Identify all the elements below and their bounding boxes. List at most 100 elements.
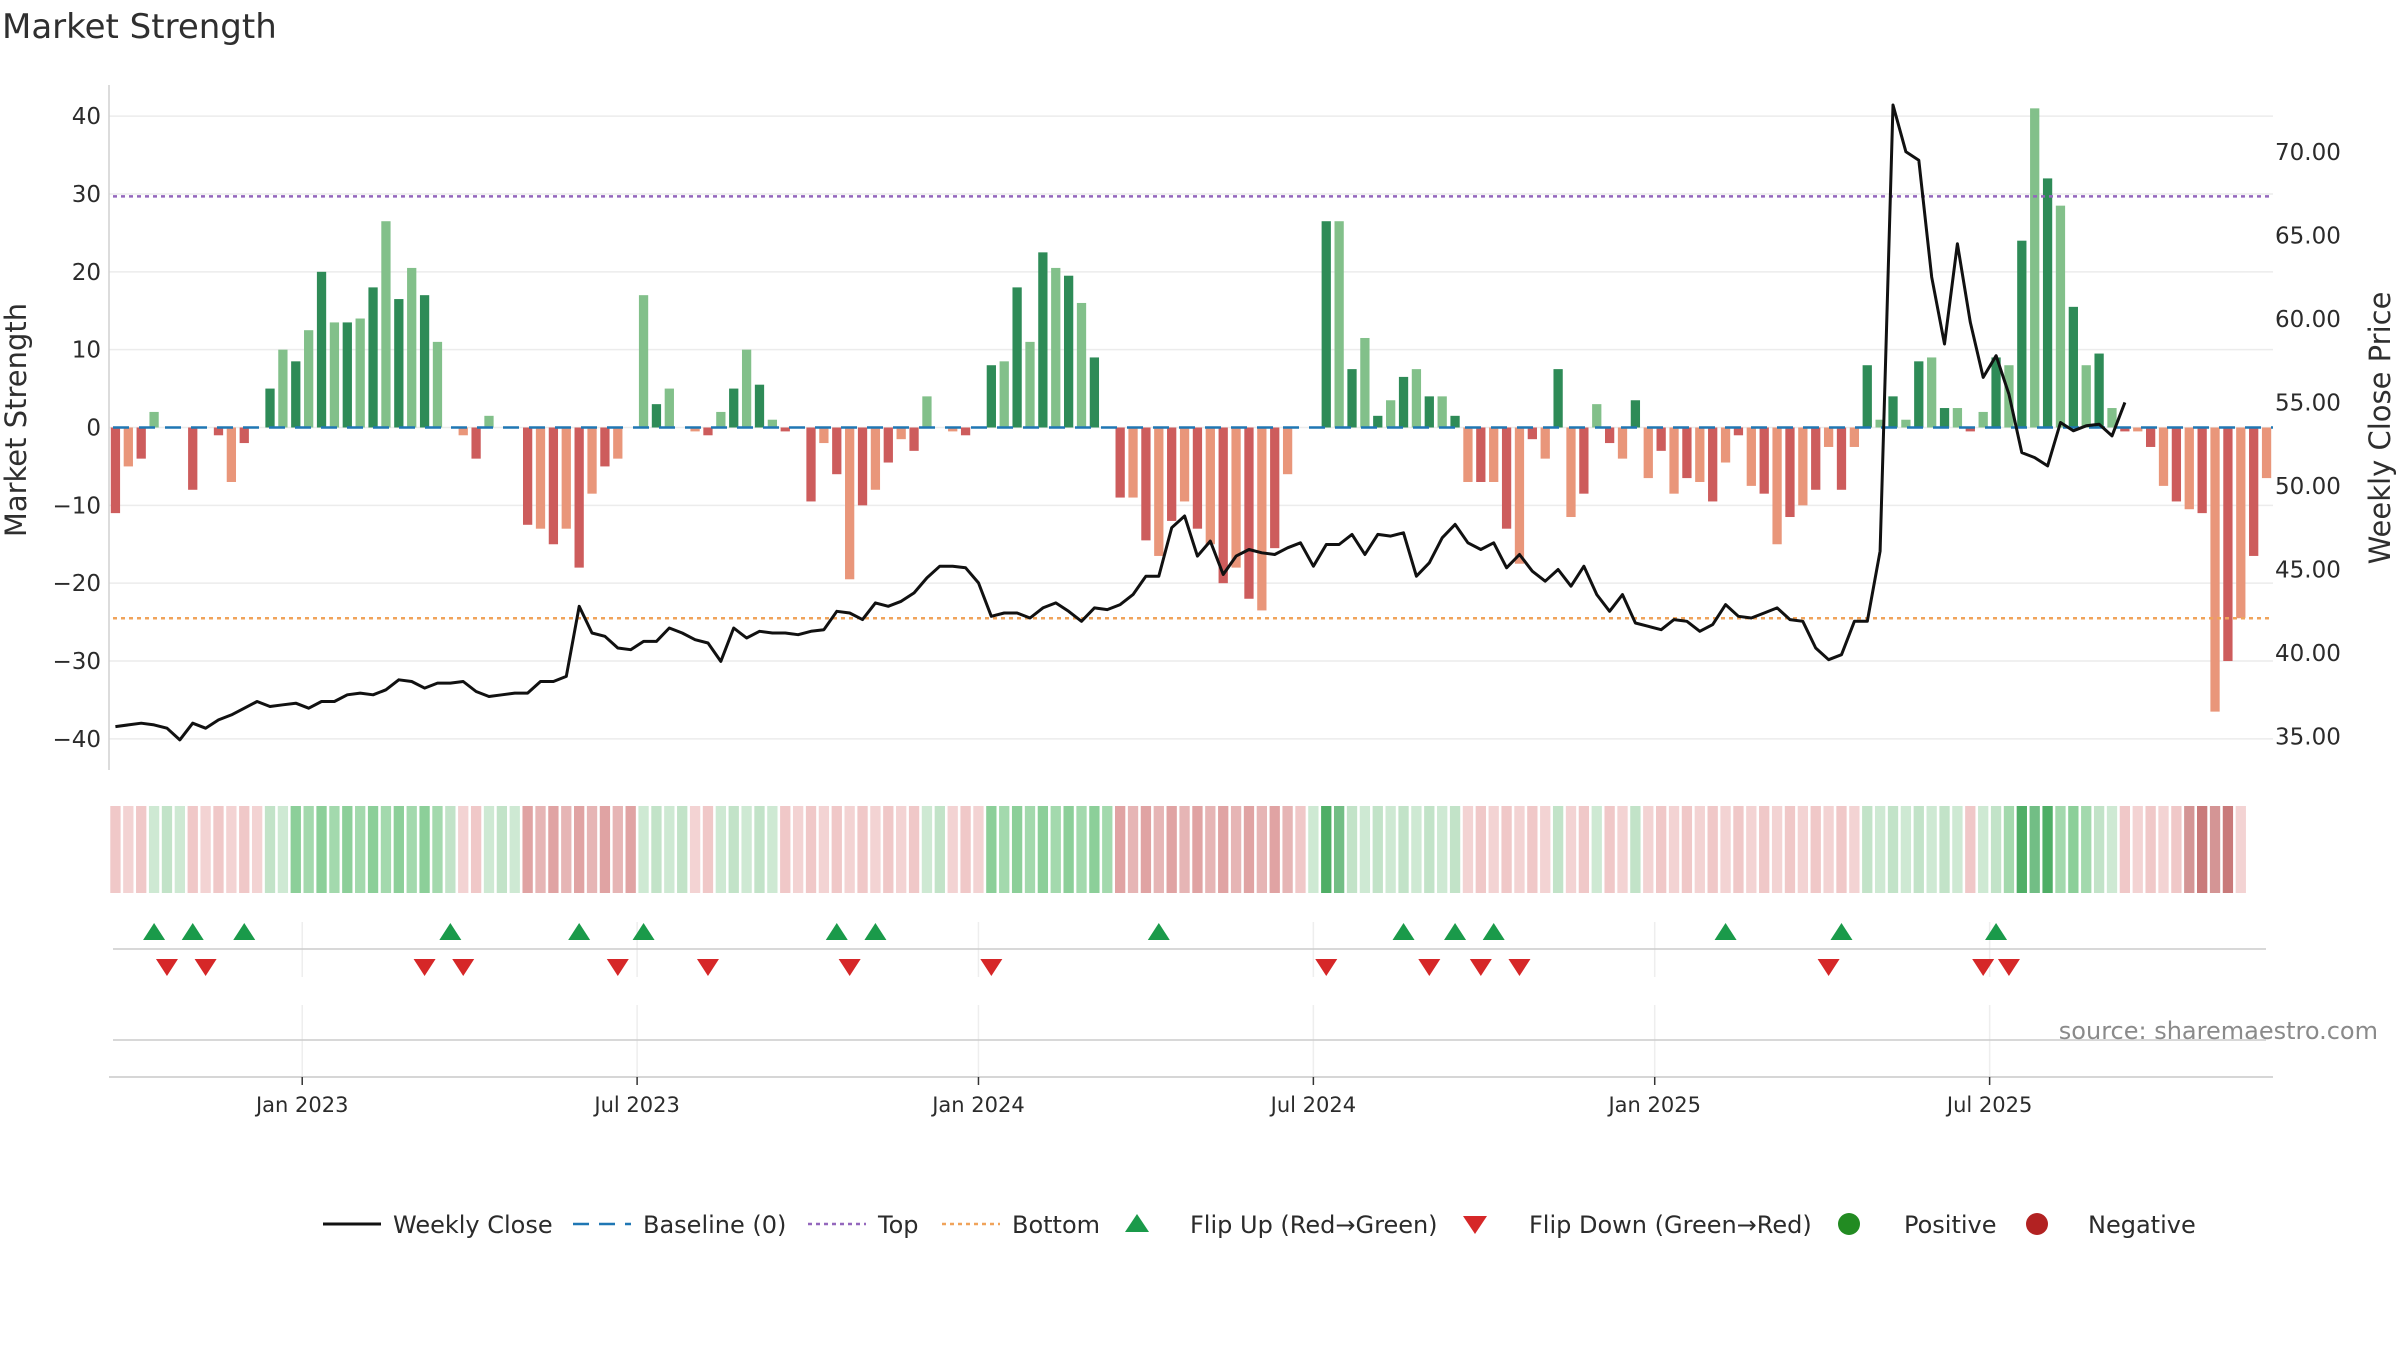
regime-band	[1127, 806, 1139, 893]
regime-band	[239, 806, 250, 893]
regime-band	[1269, 806, 1280, 893]
regime-band	[1192, 806, 1203, 893]
strength-bar	[1411, 369, 1422, 428]
strength-bar	[600, 427, 610, 467]
regime-band	[1656, 806, 1667, 893]
legend-label: Baseline (0)	[643, 1211, 786, 1239]
flip-up-marker	[233, 923, 256, 940]
strength-bar	[664, 388, 674, 428]
strength-bar	[1373, 415, 1383, 428]
legend-item-flip-up: Flip Up (Red→Green)	[1125, 1211, 1438, 1239]
right-tick-label: 50.00	[2275, 474, 2341, 500]
strength-bar	[213, 427, 224, 436]
regime-band	[277, 806, 289, 893]
regime-band	[1836, 806, 1847, 893]
regime-band	[1243, 806, 1255, 893]
regime-band	[2016, 806, 2027, 893]
regime-band	[999, 806, 1010, 893]
regime-band	[1449, 806, 1461, 893]
flip-marker-panel	[113, 922, 2266, 977]
regime-band	[303, 806, 314, 893]
regime-band	[2209, 806, 2221, 893]
regime-band	[1385, 806, 1396, 893]
date-tick-label: Jul 2024	[1269, 1093, 1356, 1117]
regime-band	[1359, 806, 1371, 893]
strength-bar	[1875, 419, 1885, 428]
regime-band	[1153, 806, 1164, 893]
regime-band	[896, 806, 907, 893]
regime-band	[960, 806, 971, 893]
strength-bar	[136, 427, 146, 459]
regime-band	[2222, 806, 2234, 893]
regime-band	[1849, 806, 1860, 893]
strength-bar	[1927, 357, 1937, 428]
strength-bar	[368, 287, 378, 428]
regime-band	[393, 806, 404, 893]
strength-bar	[2133, 427, 2143, 432]
regime-band	[264, 806, 276, 893]
strength-bar	[2236, 427, 2246, 619]
regime-band	[1179, 806, 1190, 893]
strength-bar	[587, 427, 597, 494]
date-axis: Jan 2023 Jul 2023 Jan 2024 Jul 2024 Jan 2025…	[254, 1077, 2032, 1117]
strength-bar	[1540, 427, 1550, 459]
strength-bar	[561, 427, 571, 529]
flip-up-marker	[181, 923, 204, 940]
date-tick-label: Jan 2023	[254, 1093, 349, 1117]
regime-band	[2003, 806, 2015, 893]
flip-up-marker	[864, 923, 887, 940]
left-tick-label: −40	[52, 727, 101, 753]
regime-band	[857, 806, 868, 893]
legend-label: Top	[877, 1211, 919, 1239]
flip-up-marker	[1830, 923, 1853, 940]
regime-band	[1230, 806, 1242, 893]
strength-bar	[1798, 427, 1808, 506]
strength-bar	[1695, 427, 1705, 482]
right-tick-label: 55.00	[2275, 390, 2341, 416]
strength-bar	[1463, 427, 1473, 482]
strength-bar	[1527, 427, 1537, 440]
legend-item-positive: Positive	[1838, 1211, 1997, 1239]
strength-bar	[1708, 427, 1718, 502]
regime-band	[1321, 806, 1332, 893]
flip-down-marker	[155, 959, 178, 976]
regime-band	[1643, 806, 1654, 893]
regime-band	[1939, 806, 1950, 893]
strength-bar	[2171, 427, 2182, 502]
regime-band	[1115, 806, 1126, 893]
left-tick-label: 10	[72, 338, 101, 364]
strength-bar	[1076, 302, 1087, 428]
flip-up-marker	[1392, 923, 1415, 940]
regime-band	[883, 806, 894, 893]
strength-bar	[2158, 427, 2169, 486]
regime-band	[1063, 806, 1074, 893]
regime-band	[110, 806, 121, 893]
flip-down-marker	[1508, 959, 1531, 976]
strength-bar	[419, 295, 430, 428]
regime-band	[1784, 806, 1796, 893]
regime-band	[1140, 806, 1152, 893]
strength-bar	[432, 341, 443, 428]
strength-bar	[1785, 427, 1795, 518]
regime-band	[1218, 806, 1229, 893]
regime-band	[2081, 806, 2092, 893]
regime-band	[728, 806, 739, 893]
regime-band	[1398, 806, 1409, 893]
regime-band	[1720, 806, 1731, 893]
left-tick-label: 40	[72, 104, 101, 130]
regime-band	[2068, 806, 2079, 893]
date-tick-label: Jan 2025	[1606, 1093, 1701, 1117]
regime-band	[1050, 806, 1061, 893]
regime-band	[1810, 806, 1821, 893]
strength-bar	[188, 427, 198, 490]
regime-band	[2158, 806, 2169, 893]
legend-label: Bottom	[1012, 1211, 1100, 1239]
regime-band	[1874, 806, 1886, 893]
lower-empty-panel	[109, 1005, 2273, 1078]
strength-bar	[1089, 357, 1100, 428]
strength-bar	[638, 295, 649, 428]
regime-band	[586, 806, 598, 893]
strength-bar	[832, 427, 842, 475]
left-tick-label: 20	[72, 260, 101, 286]
